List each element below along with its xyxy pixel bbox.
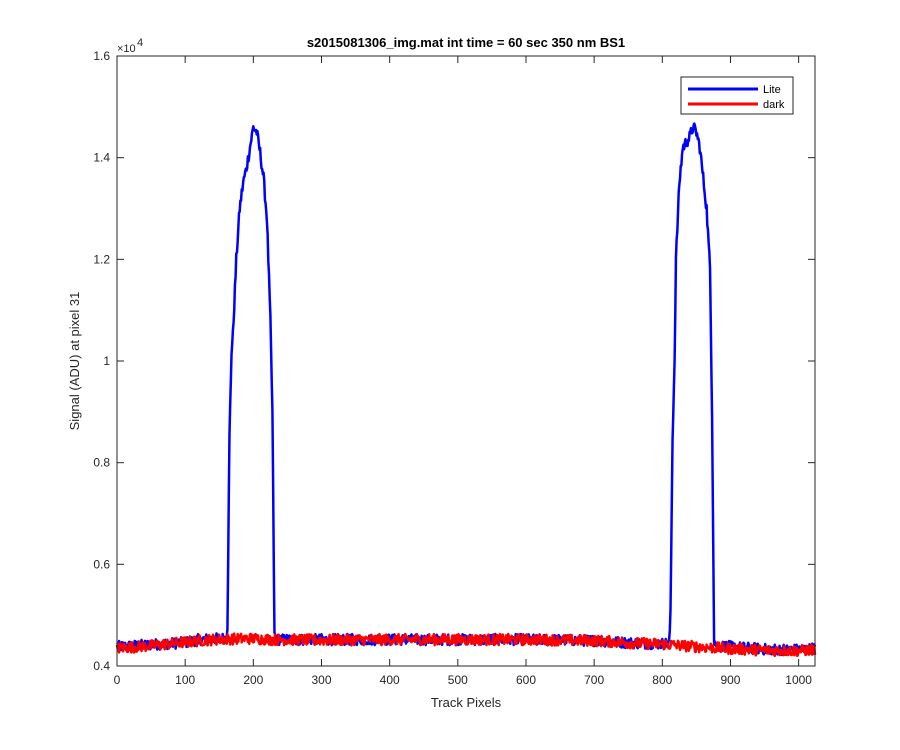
y-tick-label: 1.2: [93, 252, 110, 266]
legend-label-dark: dark: [763, 99, 785, 111]
y-multiplier-exponent: 4: [137, 37, 143, 49]
y-tick-label: 0.6: [93, 557, 110, 571]
legend-label-lite: Lite: [763, 84, 781, 96]
series-line-dark: [115, 632, 817, 658]
x-tick-label: 800: [652, 673, 672, 687]
x-tick-label: 1000: [785, 673, 812, 687]
x-tick-label: 600: [516, 673, 536, 687]
x-tick-label: 200: [243, 673, 263, 687]
legend-box: [680, 76, 794, 115]
x-tick-label: 700: [584, 673, 604, 687]
y-tick-label: 1.6: [93, 49, 110, 63]
y-tick-label: 1.4: [93, 151, 110, 165]
x-tick-label: 0: [114, 673, 121, 687]
x-axis-label: Track Pixels: [431, 695, 502, 710]
data-layer: [115, 122, 817, 658]
y-multiplier-label: ×10: [117, 43, 136, 55]
y-tick-label: 0.8: [93, 456, 110, 470]
chart-title: s2015081306_img.mat int time = 60 sec 35…: [307, 35, 625, 50]
plot-frame: [116, 55, 816, 667]
x-tick-label: 500: [448, 673, 468, 687]
x-tick-label: 400: [380, 673, 400, 687]
x-tick-label: 900: [720, 673, 740, 687]
y-axis-label: Signal (ADU) at pixel 31: [67, 292, 82, 431]
x-tick-label: 300: [311, 673, 331, 687]
tick-layer: 0 100 200 300 400 500 600 700 800 900 1000 0.4 0.6 0.…: [93, 49, 815, 687]
legend: Lite dark: [680, 76, 794, 115]
x-tick-label: 100: [175, 673, 195, 687]
plot-area: [117, 56, 815, 666]
y-tick-label: 1: [103, 354, 110, 368]
y-tick-label: 0.4: [93, 659, 110, 673]
